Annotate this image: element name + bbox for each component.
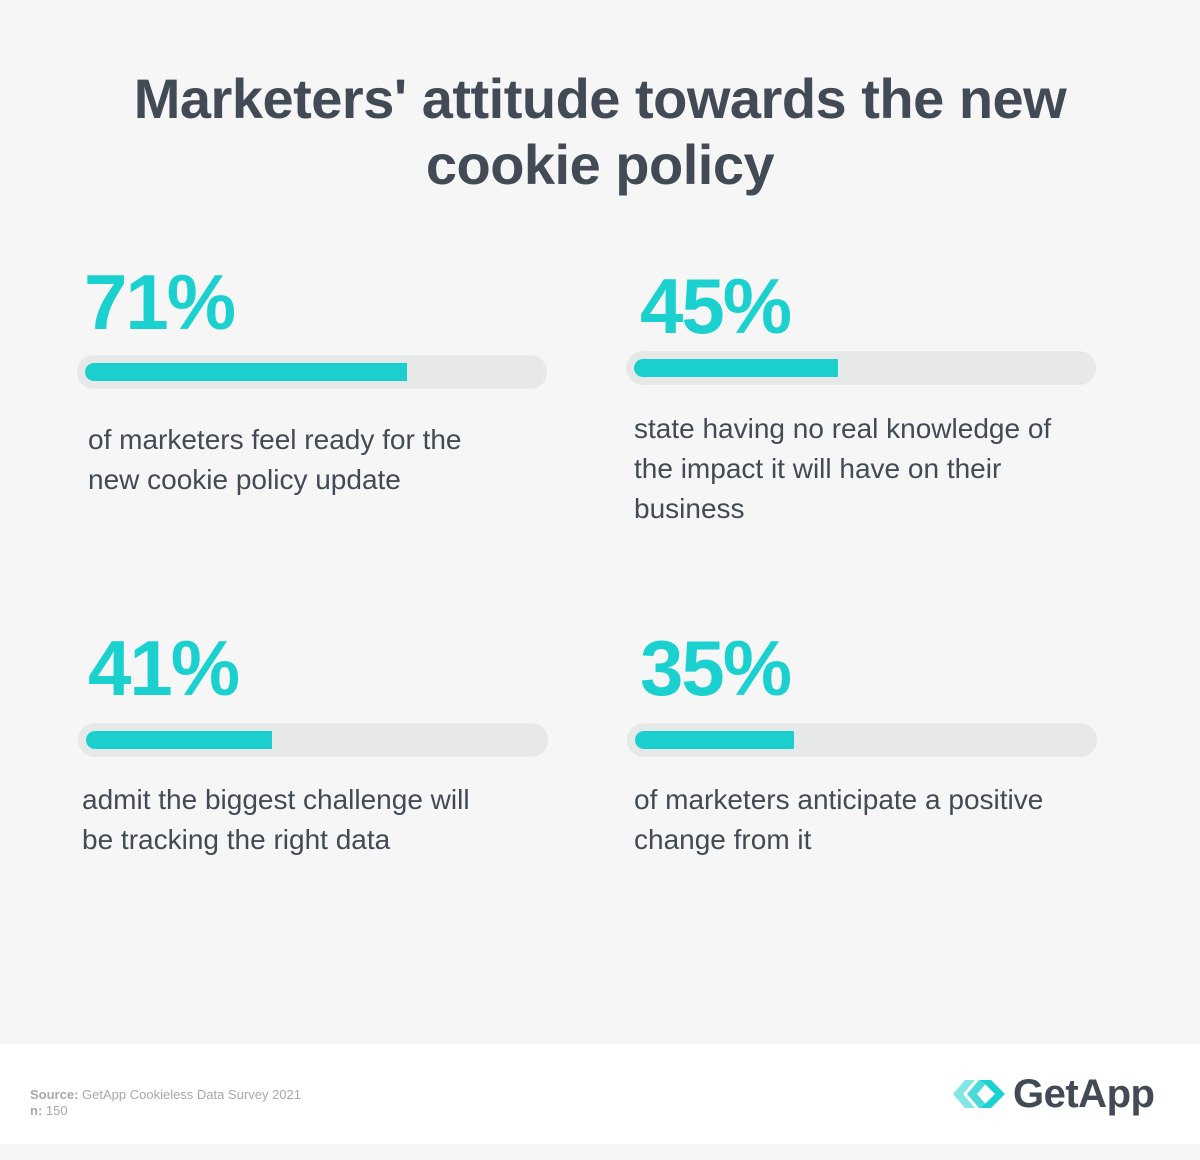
source-note: Source: GetApp Cookieless Data Survey 20… bbox=[30, 1087, 301, 1119]
source-label: Source: bbox=[30, 1087, 79, 1102]
n-label: n: bbox=[30, 1103, 43, 1118]
progress-fill-41 bbox=[86, 731, 272, 749]
stat-description-45: state having no real knowledge of the im… bbox=[634, 409, 1114, 529]
stat-description-line: state having no real knowledge of bbox=[634, 413, 1052, 444]
title-line-1: Marketers' attitude towards the new bbox=[133, 67, 1067, 130]
stat-description-line: change from it bbox=[634, 824, 812, 855]
progress-track-35 bbox=[627, 723, 1097, 757]
getapp-logo-text: GetApp bbox=[1013, 1072, 1155, 1116]
stat-description-line: business bbox=[634, 493, 745, 524]
stat-description-line: of marketers feel ready for the bbox=[88, 424, 462, 455]
progress-fill-71 bbox=[85, 363, 407, 381]
stat-percent-71: 71% bbox=[84, 258, 236, 346]
stat-description-line: new cookie policy update bbox=[88, 464, 401, 495]
stat-description-line: of marketers anticipate a positive bbox=[634, 784, 1044, 815]
title-line-2: cookie policy bbox=[425, 133, 775, 196]
progress-fill-45 bbox=[634, 359, 838, 377]
stat-description-41: admit the biggest challenge will be trac… bbox=[82, 780, 562, 860]
stat-description-line: admit the biggest challenge will bbox=[82, 784, 470, 815]
bottom-strip bbox=[0, 1144, 1200, 1160]
stat-description-35: of marketers anticipate a positive chang… bbox=[634, 780, 1114, 860]
stat-description-71: of marketers feel ready for the new cook… bbox=[88, 420, 568, 500]
source-text: GetApp Cookieless Data Survey 2021 bbox=[82, 1087, 301, 1102]
progress-track-71 bbox=[77, 355, 547, 389]
stat-percent-45: 45% bbox=[640, 262, 792, 350]
getapp-chevrons-icon bbox=[953, 1080, 1005, 1108]
footer: Source: GetApp Cookieless Data Survey 20… bbox=[0, 1044, 1200, 1144]
stat-percent-41: 41% bbox=[88, 624, 240, 712]
progress-track-45 bbox=[626, 351, 1096, 385]
stat-description-line: the impact it will have on their bbox=[634, 453, 1002, 484]
stat-percent-35: 35% bbox=[640, 624, 792, 712]
stat-description-line: be tracking the right data bbox=[82, 824, 391, 855]
chart-title: Marketers' attitude towards the new cook… bbox=[0, 66, 1200, 198]
progress-track-41 bbox=[78, 723, 548, 757]
progress-fill-35 bbox=[635, 731, 794, 749]
n-text: 150 bbox=[45, 1103, 68, 1118]
